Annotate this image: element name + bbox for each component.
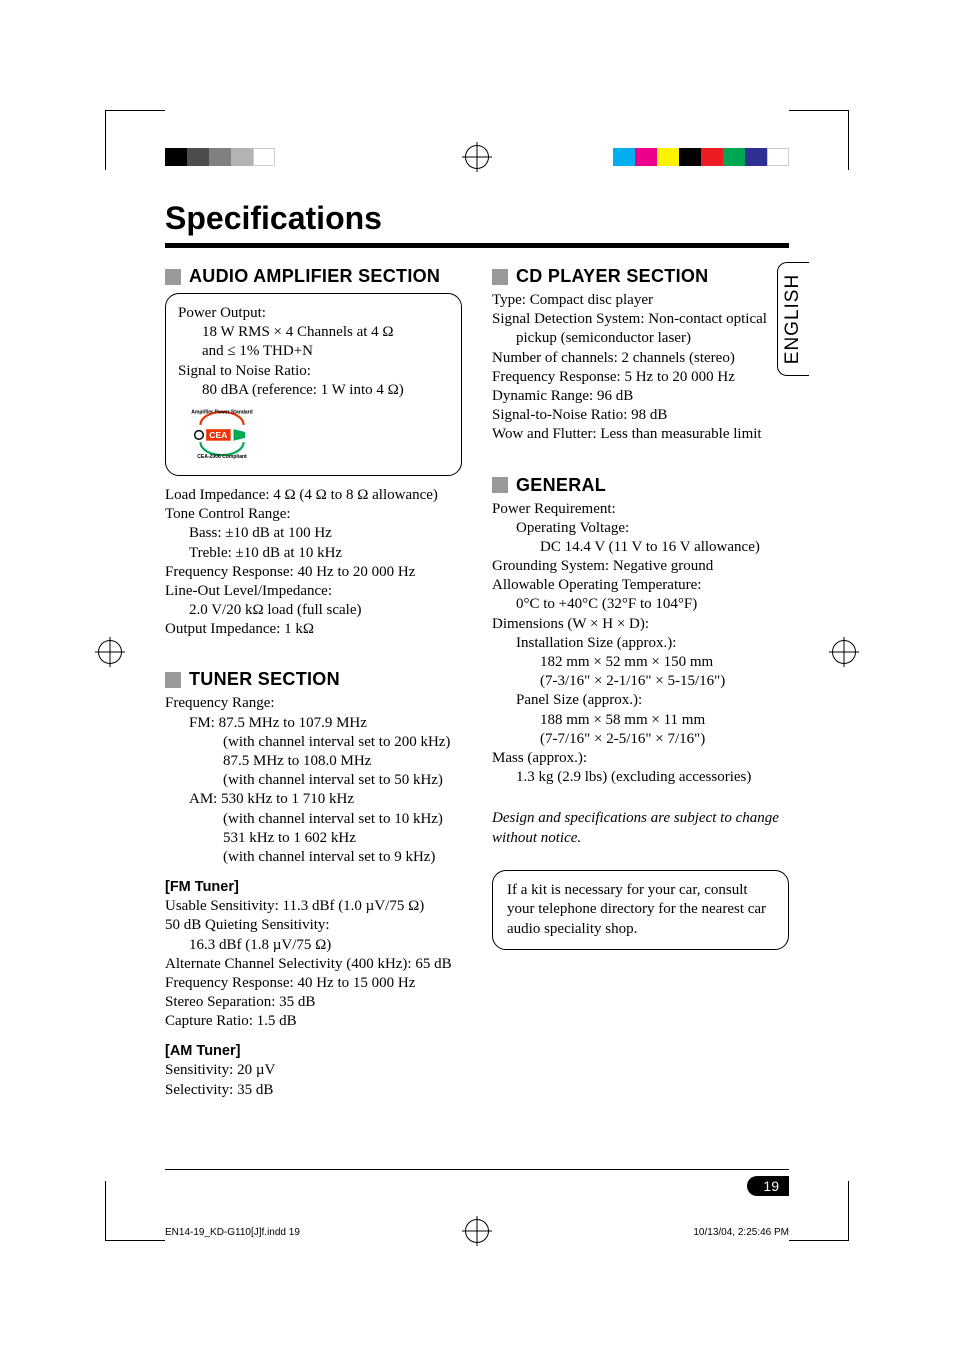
- spec-value: and ≤ 1% THD+N: [178, 342, 449, 361]
- spec-value: (7-7/16" × 2-5/16" × 7/16"): [492, 730, 789, 749]
- subsection-fm: [FM Tuner]: [165, 879, 462, 895]
- spec-line: Frequency Response: 5 Hz to 20 000 Hz: [492, 368, 789, 387]
- cea-badge-icon: Amplifier Power Standard CEA CEA-2006 Co…: [186, 406, 258, 461]
- spec-line: Load Impedance: 4 Ω (4 Ω to 8 Ω allowanc…: [165, 486, 462, 505]
- spec-value: 182 mm × 52 mm × 150 mm: [492, 653, 789, 672]
- spec-line: Dynamic Range: 96 dB: [492, 387, 789, 406]
- spec-line: Frequency Response: 40 Hz to 15 000 Hz: [165, 974, 462, 993]
- spec-label: Panel Size (approx.):: [492, 691, 789, 710]
- spec-line: Sensitivity: 20 µV: [165, 1061, 462, 1080]
- spec-value: 80 dBA (reference: 1 W into 4 Ω): [178, 381, 449, 400]
- spec-value: (7-3/16" × 2-1/16" × 5-15/16"): [492, 672, 789, 691]
- spec-value: DC 14.4 V (11 V to 16 V allowance): [492, 538, 789, 557]
- spec-label: Allowable Operating Temperature:: [492, 576, 789, 595]
- spec-value: Bass: ±10 dB at 100 Hz: [165, 524, 462, 543]
- color-bar-right: [613, 148, 789, 166]
- design-notice: Design and specifications are subject to…: [492, 809, 789, 847]
- spec-line: Alternate Channel Selectivity (400 kHz):…: [165, 955, 462, 974]
- registration-mark-icon: [465, 145, 489, 169]
- spec-line: Signal Detection System: Non-contact opt…: [492, 310, 789, 329]
- section-general: GENERAL: [492, 475, 789, 496]
- color-bar-left: [165, 148, 341, 166]
- amp-output-box: Power Output: 18 W RMS × 4 Channels at 4…: [165, 293, 462, 476]
- spec-label: Power Requirement:: [492, 500, 789, 519]
- spec-value: 1.3 kg (2.9 lbs) (excluding accessories): [492, 768, 789, 787]
- spec-value: (with channel interval set to 200 kHz): [165, 733, 462, 752]
- spec-value: 87.5 MHz to 108.0 MHz: [165, 752, 462, 771]
- section-heading: TUNER SECTION: [189, 669, 340, 690]
- spec-value: 16.3 dBf (1.8 µV/75 Ω): [165, 936, 462, 955]
- spec-value: 531 kHz to 1 602 kHz: [165, 829, 462, 848]
- spec-value: Treble: ±10 dB at 10 kHz: [165, 544, 462, 563]
- kit-note-text: If a kit is necessary for your car, cons…: [507, 882, 766, 937]
- language-tab: ENGLISH: [777, 262, 809, 376]
- language-label: ENGLISH: [783, 274, 805, 364]
- footer-rule: [165, 1169, 789, 1170]
- spec-label: Line-Out Level/Impedance:: [165, 582, 462, 601]
- spec-value: 188 mm × 58 mm × 11 mm: [492, 711, 789, 730]
- square-bullet-icon: [492, 269, 508, 285]
- spec-line: Usable Sensitivity: 11.3 dBf (1.0 µV/75 …: [165, 897, 462, 916]
- spec-label: Operating Voltage:: [492, 519, 789, 538]
- registration-mark-icon: [832, 640, 856, 664]
- spec-label: Installation Size (approx.):: [492, 634, 789, 653]
- spec-label: Signal to Noise Ratio:: [178, 362, 449, 381]
- spec-line: Wow and Flutter: Less than measurable li…: [492, 425, 789, 444]
- spec-value: FM: 87.5 MHz to 107.9 MHz: [165, 714, 462, 733]
- spec-label: Tone Control Range:: [165, 505, 462, 524]
- spec-value: AM: 530 kHz to 1 710 kHz: [165, 790, 462, 809]
- print-footer: EN14-19_KD-G110[J]f.indd 19 10/13/04, 2:…: [165, 1227, 789, 1238]
- section-heading: GENERAL: [516, 475, 606, 496]
- section-amplifier: AUDIO AMPLIFIER SECTION: [165, 266, 462, 287]
- section-cd: CD PLAYER SECTION: [492, 266, 789, 287]
- spec-label: Power Output:: [178, 304, 449, 323]
- kit-note-box: If a kit is necessary for your car, cons…: [492, 870, 789, 951]
- subsection-am: [AM Tuner]: [165, 1043, 462, 1059]
- spec-value: (with channel interval set to 9 kHz): [165, 848, 462, 867]
- spec-line: Number of channels: 2 channels (stereo): [492, 349, 789, 368]
- spec-line: Selectivity: 35 dB: [165, 1081, 462, 1100]
- registration-mark-icon: [98, 640, 122, 664]
- footer-file: EN14-19_KD-G110[J]f.indd 19: [165, 1227, 300, 1238]
- svg-text:CEA: CEA: [209, 430, 227, 440]
- spec-value: (with channel interval set to 10 kHz): [165, 810, 462, 829]
- spec-value: 2.0 V/20 kΩ load (full scale): [165, 601, 462, 620]
- page-title: Specifications: [165, 200, 789, 237]
- spec-label: Dimensions (W × H × D):: [492, 615, 789, 634]
- spec-line: Stereo Separation: 35 dB: [165, 993, 462, 1012]
- spec-value: (with channel interval set to 50 kHz): [165, 771, 462, 790]
- spec-line: Output Impedance: 1 kΩ: [165, 620, 462, 639]
- spec-label: Mass (approx.):: [492, 749, 789, 768]
- footer-timestamp: 10/13/04, 2:25:46 PM: [693, 1227, 789, 1238]
- title-rule: [165, 243, 789, 248]
- spec-line: Grounding System: Negative ground: [492, 557, 789, 576]
- spec-value: 18 W RMS × 4 Channels at 4 Ω: [178, 323, 449, 342]
- spec-value: pickup (semiconductor laser): [492, 329, 789, 348]
- svg-text:Amplifier Power Standard: Amplifier Power Standard: [191, 409, 253, 415]
- spec-line: Capture Ratio: 1.5 dB: [165, 1012, 462, 1031]
- spec-value: 0°C to +40°C (32°F to 104°F): [492, 595, 789, 614]
- section-heading: AUDIO AMPLIFIER SECTION: [189, 266, 440, 287]
- spec-line: Signal-to-Noise Ratio: 98 dB: [492, 406, 789, 425]
- square-bullet-icon: [492, 477, 508, 493]
- spec-line: Type: Compact disc player: [492, 291, 789, 310]
- square-bullet-icon: [165, 672, 181, 688]
- page-number: 19: [747, 1176, 789, 1196]
- spec-label: Frequency Range:: [165, 694, 462, 713]
- svg-text:CEA-2006 Compliant: CEA-2006 Compliant: [197, 454, 247, 460]
- section-heading: CD PLAYER SECTION: [516, 266, 708, 287]
- spec-label: 50 dB Quieting Sensitivity:: [165, 916, 462, 935]
- spec-line: Frequency Response: 40 Hz to 20 000 Hz: [165, 563, 462, 582]
- square-bullet-icon: [165, 269, 181, 285]
- section-tuner: TUNER SECTION: [165, 669, 462, 690]
